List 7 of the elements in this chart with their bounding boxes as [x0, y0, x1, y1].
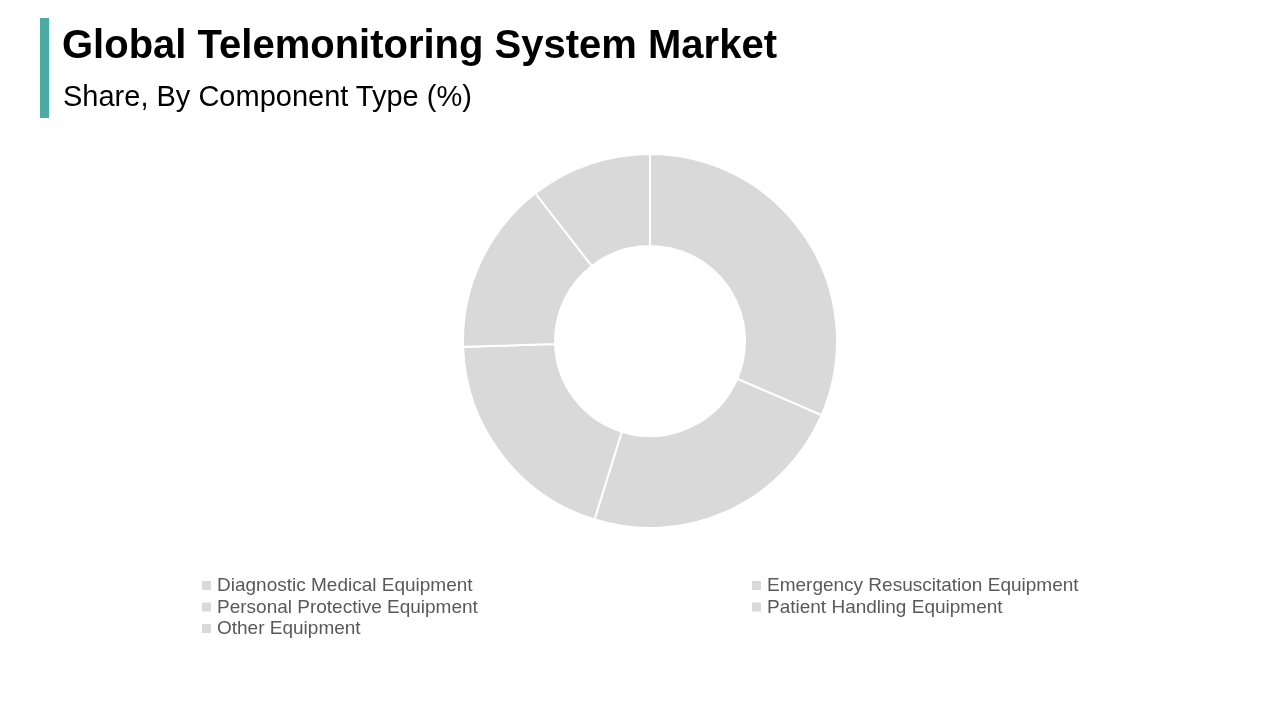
chart-title: Global Telemonitoring System Market [62, 22, 777, 66]
legend-label: Emergency Resuscitation Equipment [767, 574, 1080, 596]
legend-label: Patient Handling Equipment [767, 595, 1004, 617]
chart-subtitle: Share, By Component Type (%) [63, 80, 472, 112]
legend-label: Other Equipment [217, 617, 362, 639]
legend-label: Personal Protective Equipment [217, 595, 479, 617]
legend-label: Diagnostic Medical Equipment [217, 574, 474, 596]
